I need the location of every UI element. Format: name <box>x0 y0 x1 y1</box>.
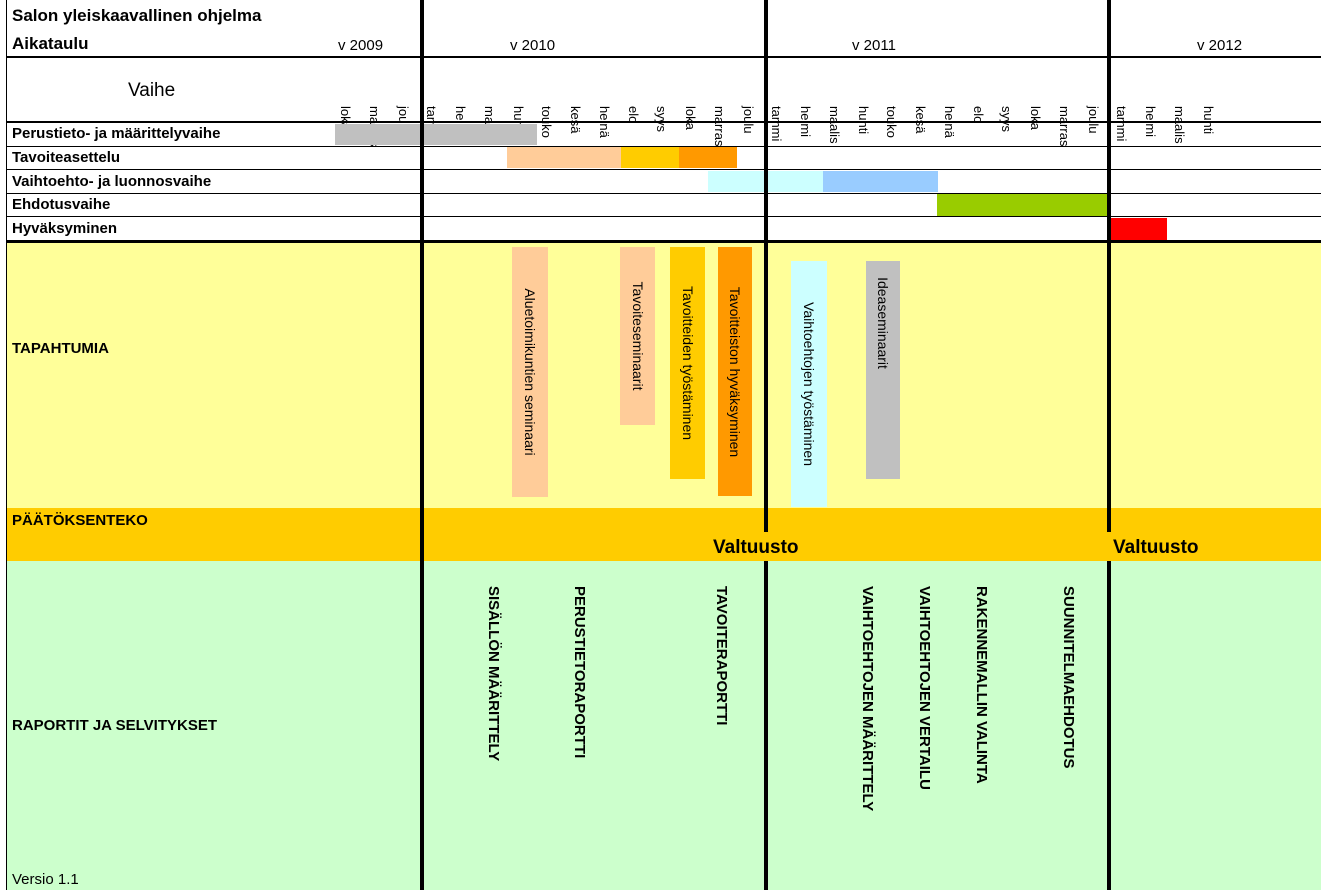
month-label: kesä <box>568 106 583 134</box>
phase-label: Hyväksyminen <box>12 220 118 237</box>
phase-label: Vaihtoehto- ja luonnosvaihe <box>12 173 212 190</box>
year-label-2009: v 2009 <box>338 37 384 54</box>
grid-line <box>6 121 1321 123</box>
grid-line <box>6 216 1321 217</box>
report-item: SISÄLLÖN MÄÄRITTELY <box>485 586 502 762</box>
phase-label: Ehdotusvaihe <box>12 196 111 213</box>
month-label: maalis <box>482 66 511 144</box>
reports-background <box>6 561 1321 890</box>
report-item: PERUSTIETORAPORTTI <box>571 586 588 759</box>
year-divider <box>420 0 424 890</box>
month-label: huhti <box>1201 66 1230 134</box>
month-label: tammi <box>769 106 784 142</box>
report-item: SUUNNITELMAEHDOTUS <box>1060 586 1077 769</box>
decision-item: Valtuusto <box>713 537 799 558</box>
decision-background <box>6 508 1321 561</box>
events-background <box>6 243 1321 508</box>
month-label: tammi <box>1114 106 1129 142</box>
grid-line <box>6 169 1321 170</box>
year-divider <box>1107 561 1111 890</box>
year-divider <box>764 561 768 890</box>
event-ideaseminaarit: Ideaseminaarit <box>866 261 900 479</box>
month-label: tammi <box>424 66 453 141</box>
phase-bar-perustieto <box>335 124 537 145</box>
report-item: VAIHTOEHTOJEN MÄÄRITTELY <box>859 586 876 812</box>
phase-bar-tavoite-3 <box>679 147 737 168</box>
phase-bar-ehdotus <box>937 194 1107 216</box>
month-label: loka <box>1028 106 1043 130</box>
phase-bar-vaihtoehto-2 <box>823 171 938 192</box>
month-label: huhti <box>856 66 885 134</box>
month-label: helmi <box>1143 106 1158 138</box>
grid-line <box>6 146 1321 147</box>
month-label: helmi <box>798 106 813 138</box>
month-label: elo <box>971 106 986 124</box>
event-aluetoimikunnat: Aluetoimikuntien seminaari <box>512 247 548 497</box>
report-item: RAKENNEMALLIN VALINTA <box>973 586 990 784</box>
month-label: elo <box>626 106 641 124</box>
reports-section-label: RAPORTIT JA SELVITYKSET <box>12 717 218 734</box>
chart-subtitle: Aikataulu <box>12 34 89 53</box>
chart-title: Salon yleiskaavallinen ohjelma <box>12 6 262 25</box>
month-label: loka <box>338 106 353 130</box>
event-tavoitteiden-tyostaminen: Tavoitteiden työstäminen <box>670 247 705 479</box>
report-item: VAIHTOEHTOJEN VERTAILU <box>916 586 933 790</box>
month-label: maalis <box>1172 106 1187 144</box>
year-label-2012: v 2012 <box>1197 37 1243 54</box>
grid-line <box>6 0 7 890</box>
month-label: marras <box>367 66 396 146</box>
phase-bar-tavoite-1 <box>507 147 621 168</box>
year-divider <box>764 0 768 532</box>
decision-section-label: PÄÄTÖKSENTEKO <box>12 512 148 529</box>
report-item: TAVOITERAPORTTI <box>713 586 730 726</box>
event-tavoiteseminaarit: Tavoiteseminaarit <box>620 247 655 425</box>
grid-line <box>6 193 1321 194</box>
year-divider <box>1107 0 1111 532</box>
event-vaihtoehtojen-tyostaminen: Vaihtoehtojen työstäminen <box>791 261 827 507</box>
month-label: marras <box>712 106 727 147</box>
phase-bar-hyvaksyminen <box>1111 218 1167 240</box>
month-label: helmi <box>453 66 482 137</box>
version-label: Versio 1.1 <box>12 871 79 888</box>
phase-label: Tavoiteasettelu <box>12 149 121 166</box>
decision-item: Valtuusto <box>1113 537 1199 558</box>
phase-bar-tavoite-2 <box>621 147 679 168</box>
year-label-2010: v 2010 <box>510 37 556 54</box>
events-section-label: TAPAHTUMIA <box>12 340 109 357</box>
month-label: marras <box>1057 106 1072 147</box>
phase-column-header: Vaihe <box>128 80 176 101</box>
month-label: heinä <box>597 66 626 138</box>
month-label: touko <box>884 66 913 138</box>
month-label: heinä <box>942 66 971 138</box>
month-label: maalis <box>827 106 842 144</box>
month-label: syys <box>654 106 669 132</box>
grid-line <box>6 240 1321 243</box>
month-label: kesä <box>913 106 928 134</box>
event-tavoitteiston-hyvaksyminen: Tavoitteiston hyväksyminen <box>718 247 752 496</box>
month-label: huhti <box>511 66 540 134</box>
month-label: syys <box>999 106 1014 132</box>
year-label-2011: v 2011 <box>852 37 896 54</box>
month-label: loka <box>683 106 698 130</box>
phase-label: Perustieto- ja määrittelyvaihe <box>12 125 221 142</box>
grid-line <box>6 56 1321 58</box>
month-label: touko <box>539 66 568 138</box>
